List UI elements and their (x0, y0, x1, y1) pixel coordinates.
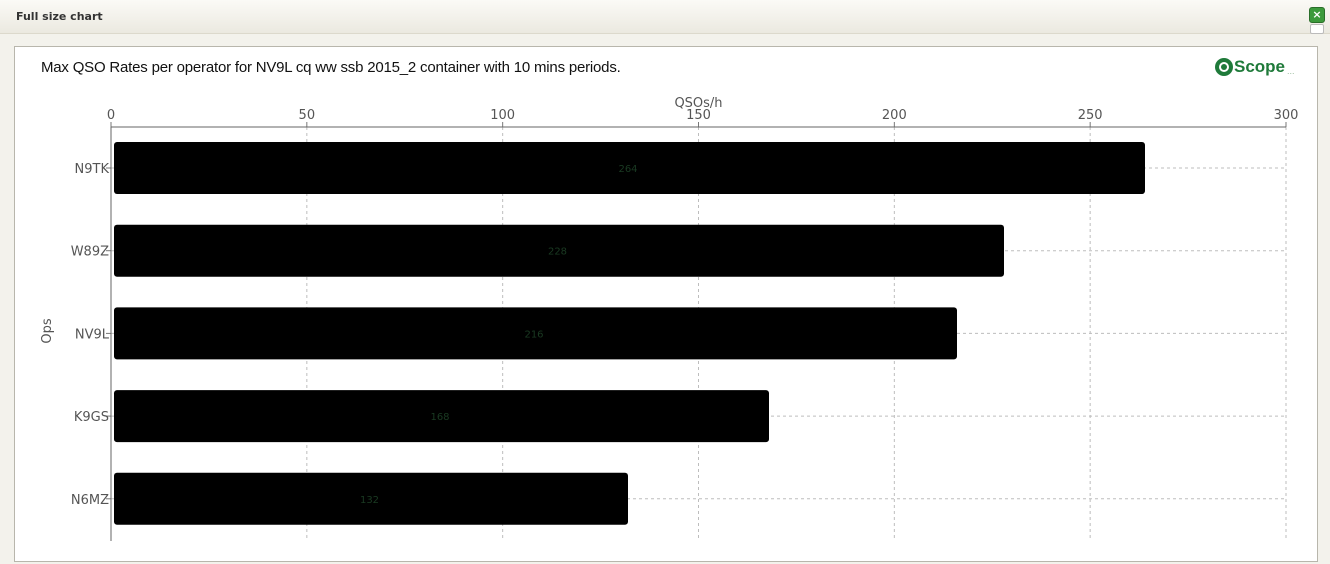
window-titlebar: Full size chart × (0, 0, 1330, 34)
x-tick-label: 200 (882, 108, 907, 123)
chart-title: Max QSO Rates per operator for NV9L cq w… (41, 59, 621, 76)
bar-chart: 264 228 216 168 132 0 50 100 150 200 250 300 N9TK W8… (40, 96, 1298, 541)
y-axis-label: Ops (40, 318, 55, 343)
close-icon: × (1312, 8, 1322, 21)
bar-w89z (114, 224, 1004, 277)
data-label: 228 (548, 247, 567, 258)
category-label: N9TK (75, 162, 110, 177)
category-label: K9GS (74, 410, 109, 425)
data-label: 264 (618, 164, 637, 175)
scrollbar-handle[interactable] (1310, 24, 1324, 34)
x-axis-label: QSOs/h (674, 96, 722, 111)
x-tick-label: 50 (299, 108, 316, 123)
category-label: N6MZ (71, 493, 109, 508)
data-label: 132 (360, 495, 379, 506)
data-label: 216 (524, 329, 543, 340)
axes: 0 50 100 150 200 250 300 N9TK W89Z NV9L K9GS N6MZ QS… (40, 96, 1298, 541)
bar-n6mz (114, 472, 628, 525)
window-title: Full size chart (16, 10, 103, 23)
logo-text: Scope (1234, 57, 1286, 76)
bar-n9tk (114, 142, 1145, 194)
x-tick-label: 250 (1078, 108, 1103, 123)
bar-nv9l (114, 307, 957, 360)
qscope-logo: Scope ... (1215, 56, 1295, 78)
close-button[interactable]: × (1309, 7, 1325, 23)
category-label: NV9L (75, 327, 110, 342)
data-label: 168 (430, 412, 449, 423)
x-tick-label: 100 (490, 108, 515, 123)
logo-subtext: ... (1287, 66, 1295, 76)
magnifier-icon (1215, 58, 1233, 76)
chart-panel: Max QSO Rates per operator for NV9L cq w… (14, 46, 1318, 562)
x-tick-label: 0 (107, 108, 115, 123)
x-tick-label: 300 (1274, 108, 1299, 123)
bars: 264 228 216 168 132 (114, 142, 1145, 525)
category-label: W89Z (71, 245, 109, 260)
bar-k9gs (114, 390, 769, 443)
x-tick-label: 150 (686, 108, 711, 123)
